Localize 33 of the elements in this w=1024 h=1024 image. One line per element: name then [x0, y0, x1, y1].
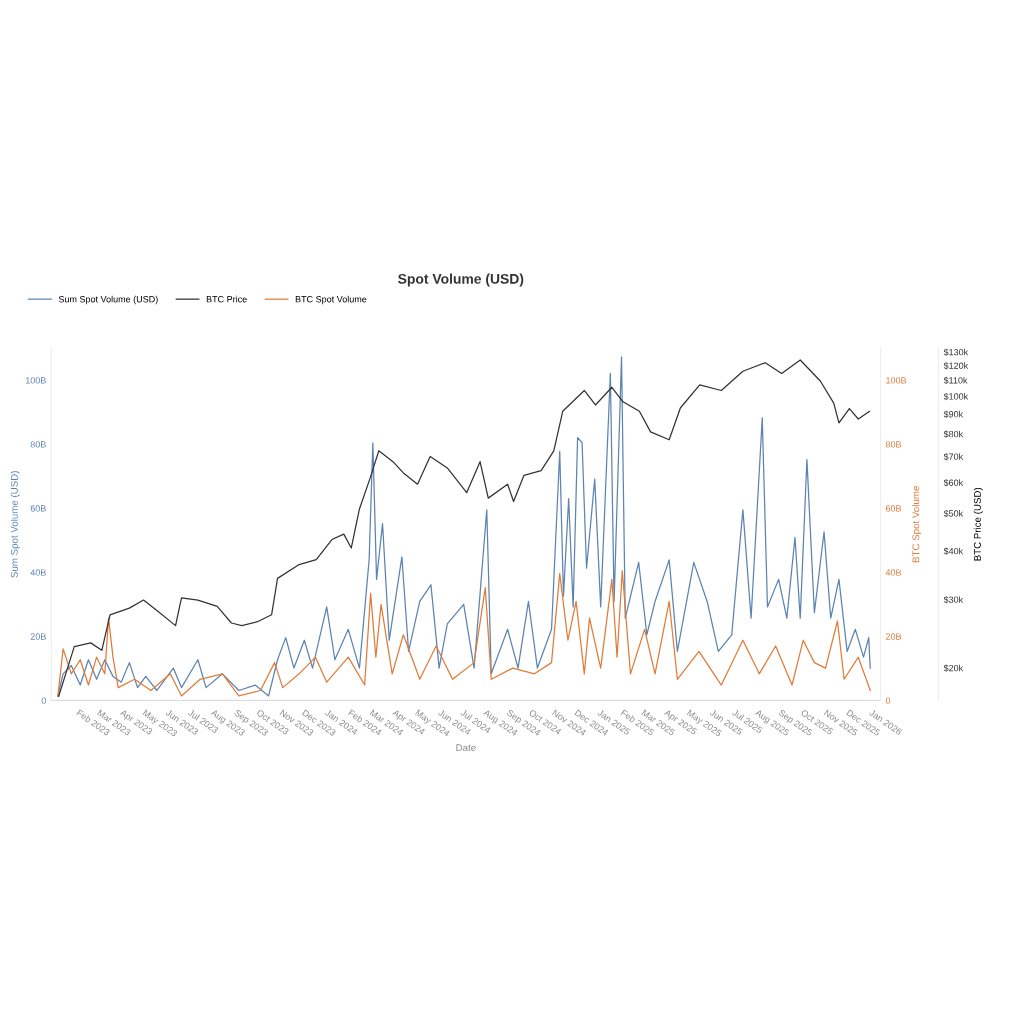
x-axis-title: Date — [456, 744, 476, 752]
y2-tick-label: 80B — [885, 441, 902, 448]
y3-tick-label: $120k — [943, 362, 969, 370]
y3-tick-label: $70k — [943, 453, 964, 461]
y-tick-label: 20B — [30, 633, 46, 640]
y2-tick-label: 40B — [885, 569, 902, 576]
y2-tick-label: 20B — [885, 633, 902, 640]
y-tick-label: 100B — [25, 377, 46, 384]
y-tick-label: 0 — [41, 697, 46, 704]
y2-tick-label: 0 — [885, 697, 891, 704]
y-axis-title: Sum Spot Volume (USD) — [10, 471, 20, 578]
y3-tick-label: $40k — [943, 547, 964, 555]
y-tick-label: 80B — [30, 441, 46, 448]
chart-title: Spot Volume (USD) — [398, 273, 524, 287]
y3-tick-label: $130k — [943, 348, 969, 356]
line-series — [57, 570, 871, 697]
legend-label: BTC Spot Volume — [295, 295, 367, 305]
y-tick-label: 60B — [30, 505, 46, 512]
y-tick-label: 40B — [30, 569, 46, 576]
legend-label: Sum Spot Volume (USD) — [58, 295, 158, 305]
y3-tick-label: $90k — [943, 410, 964, 418]
y2-axis-title: BTC Spot Volume — [912, 486, 922, 563]
y3-tick-label: $60k — [943, 479, 964, 487]
y3-tick-label: $80k — [943, 430, 964, 438]
y3-tick-label: $20k — [943, 664, 964, 672]
y3-tick-label: $50k — [943, 509, 964, 518]
y3-axis-title: BTC Price (USD) — [973, 487, 983, 561]
legend-label: BTC Price — [206, 295, 247, 303]
y2-tick-label: 100B — [886, 377, 907, 384]
y3-tick-label: $110k — [943, 376, 968, 385]
y3-tick-label: $30k — [943, 596, 964, 604]
y2-tick-label: 60B — [885, 505, 902, 512]
y3-tick-label: $100k — [943, 392, 969, 401]
